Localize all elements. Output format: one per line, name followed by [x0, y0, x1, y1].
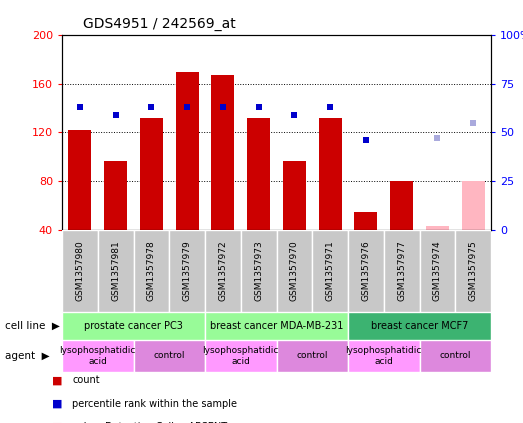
Text: lysophosphatidic
acid: lysophosphatidic acid: [202, 346, 279, 366]
Bar: [319, 118, 342, 230]
Bar: [104, 161, 127, 230]
Bar: [247, 118, 270, 230]
Bar: [419, 340, 491, 372]
Bar: [62, 230, 98, 312]
Bar: [283, 161, 306, 230]
Bar: [426, 226, 449, 230]
Bar: [241, 230, 277, 312]
Bar: [69, 130, 92, 230]
Text: count: count: [73, 376, 100, 385]
Bar: [461, 181, 485, 230]
Text: control: control: [439, 352, 471, 360]
Text: prostate cancer PC3: prostate cancer PC3: [84, 321, 183, 331]
Text: GSM1357975: GSM1357975: [469, 241, 477, 301]
Bar: [133, 230, 169, 312]
Bar: [205, 312, 348, 340]
Bar: [348, 230, 384, 312]
Bar: [277, 230, 312, 312]
Text: GSM1357978: GSM1357978: [147, 241, 156, 301]
Text: GSM1357970: GSM1357970: [290, 241, 299, 301]
Text: GDS4951 / 242569_at: GDS4951 / 242569_at: [84, 17, 236, 31]
Text: breast cancer MCF7: breast cancer MCF7: [371, 321, 468, 331]
Text: ■: ■: [52, 399, 62, 409]
Text: GSM1357976: GSM1357976: [361, 241, 370, 301]
Text: percentile rank within the sample: percentile rank within the sample: [73, 399, 237, 409]
Text: GSM1357974: GSM1357974: [433, 241, 442, 301]
Bar: [455, 230, 491, 312]
Bar: [169, 230, 205, 312]
Text: GSM1357980: GSM1357980: [75, 241, 84, 301]
Bar: [133, 340, 205, 372]
Text: ■: ■: [52, 376, 62, 385]
Bar: [348, 312, 491, 340]
Text: ■: ■: [52, 422, 62, 423]
Bar: [211, 75, 234, 230]
Bar: [205, 340, 277, 372]
Text: value, Detection Call = ABSENT: value, Detection Call = ABSENT: [73, 422, 228, 423]
Text: cell line  ▶: cell line ▶: [5, 321, 60, 331]
Text: GSM1357971: GSM1357971: [326, 241, 335, 301]
Bar: [348, 340, 419, 372]
Bar: [312, 230, 348, 312]
Text: lysophosphatidic
acid: lysophosphatidic acid: [346, 346, 422, 366]
Bar: [390, 181, 413, 230]
Bar: [176, 71, 199, 230]
Text: GSM1357972: GSM1357972: [219, 241, 228, 301]
Text: GSM1357979: GSM1357979: [183, 241, 191, 301]
Bar: [205, 230, 241, 312]
Text: GSM1357977: GSM1357977: [397, 241, 406, 301]
Bar: [384, 230, 419, 312]
Bar: [62, 340, 133, 372]
Text: GSM1357973: GSM1357973: [254, 241, 263, 301]
Bar: [419, 230, 455, 312]
Text: breast cancer MDA-MB-231: breast cancer MDA-MB-231: [210, 321, 343, 331]
Text: control: control: [153, 352, 185, 360]
Bar: [277, 340, 348, 372]
Text: agent  ▶: agent ▶: [5, 351, 50, 361]
Text: lysophosphatidic
acid: lysophosphatidic acid: [60, 346, 136, 366]
Bar: [62, 312, 205, 340]
Bar: [140, 118, 163, 230]
Bar: [98, 230, 133, 312]
Bar: [354, 212, 378, 230]
Text: control: control: [297, 352, 328, 360]
Text: GSM1357981: GSM1357981: [111, 241, 120, 301]
